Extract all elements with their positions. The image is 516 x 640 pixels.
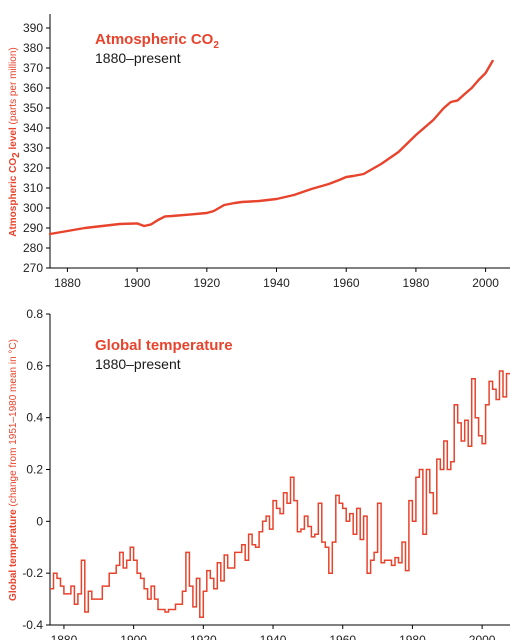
co2-y-tick-label: 340	[23, 121, 43, 135]
co2-y-tick-label: 360	[23, 81, 43, 95]
temperature-x-tick-label: 1980	[399, 633, 426, 640]
co2-x-tick-label: 1960	[333, 276, 360, 290]
temperature-x-tick-label: 1900	[120, 633, 147, 640]
co2-y-tick-label: 380	[23, 41, 43, 55]
co2-y-tick-label: 270	[23, 261, 43, 275]
temperature-title: Global temperature	[95, 337, 233, 354]
co2-x-tick-label: 1880	[54, 276, 81, 290]
temperature-x-tick-labels: 1880 1900 1920 1940 1960 1980 2000	[51, 625, 496, 640]
temperature-x-tick-label: 2000	[469, 633, 496, 640]
temperature-x-tick-label: 1960	[329, 633, 356, 640]
co2-y-tick-label: 350	[23, 101, 43, 115]
temperature-ylabel-note: (change from 1951–1980 mean in °C)	[8, 339, 19, 509]
co2-y-tick-label: 280	[23, 241, 43, 255]
co2-y-tick-label: 310	[23, 181, 43, 195]
temperature-y-tick-label: 0.4	[26, 411, 43, 425]
co2-subtitle: 1880–present	[95, 50, 181, 66]
co2-title-text: Atmospheric CO	[95, 31, 214, 48]
temperature-y-tick-label: 0.8	[26, 307, 43, 321]
temperature-y-axis-label: Global temperature (change from 1951–198…	[8, 339, 19, 601]
co2-x-tick-label: 1940	[263, 276, 290, 290]
temperature-step-line	[50, 370, 510, 618]
temperature-y-tick-label: 0.6	[26, 359, 43, 373]
co2-line	[48, 59, 494, 236]
co2-x-tick-label: 2000	[472, 276, 499, 290]
temperature-subtitle: 1880–present	[95, 356, 181, 372]
co2-title: Atmospheric CO2	[95, 31, 219, 51]
co2-y-axis-label: Atmospheric CO2 level (parts per million…	[8, 47, 22, 237]
co2-ylabel-text: Atmospheric CO	[8, 158, 19, 237]
co2-x-tick-labels: 1880 1900 1920 1940 1960 1980 2000	[54, 268, 499, 290]
co2-ylabel-note: (parts per million)	[8, 47, 19, 127]
co2-y-tick-label: 370	[23, 61, 43, 75]
temperature-y-tick-label: 0.2	[26, 463, 43, 477]
co2-y-tick-label: 320	[23, 161, 43, 175]
co2-y-tick-labels: 270 280 290 300 310 320 330 340 350 360 370 380 390	[23, 21, 50, 275]
co2-y-tick-label: 330	[23, 141, 43, 155]
co2-ylabel-tail: level	[8, 127, 19, 152]
temperature-y-tick-label: -0.4	[22, 618, 43, 632]
temperature-y-tick-label: 0	[36, 514, 43, 528]
temperature-series	[50, 370, 510, 618]
co2-title-subscript: 2	[213, 40, 219, 51]
temperature-ylabel-text: Global temperature	[8, 509, 19, 601]
co2-x-tick-label: 1920	[193, 276, 220, 290]
co2-y-tick-label: 300	[23, 201, 43, 215]
co2-y-tick-label: 290	[23, 221, 43, 235]
co2-y-tick-label: 390	[23, 21, 43, 35]
co2-x-tick-label: 1900	[124, 276, 151, 290]
temperature-x-tick-label: 1880	[51, 633, 78, 640]
co2-chart: 270280290300310320330340350360370380390 …	[8, 14, 510, 290]
co2-series	[48, 59, 494, 236]
co2-ylabel-subscript: 2	[11, 152, 22, 158]
temperature-x-tick-label: 1940	[260, 633, 287, 640]
temperature-y-tick-label: -0.2	[22, 566, 43, 580]
temperature-y-tick-labels: -0.4 -0.2 0 0.2 0.4 0.6 0.8	[22, 307, 50, 632]
temperature-chart: -0.4 -0.2 0 0.2 0.4 0.6 0.8 1880 1900 1920 1940 19…	[8, 307, 510, 640]
temperature-x-tick-label: 1920	[190, 633, 217, 640]
co2-x-tick-label: 1980	[403, 276, 430, 290]
